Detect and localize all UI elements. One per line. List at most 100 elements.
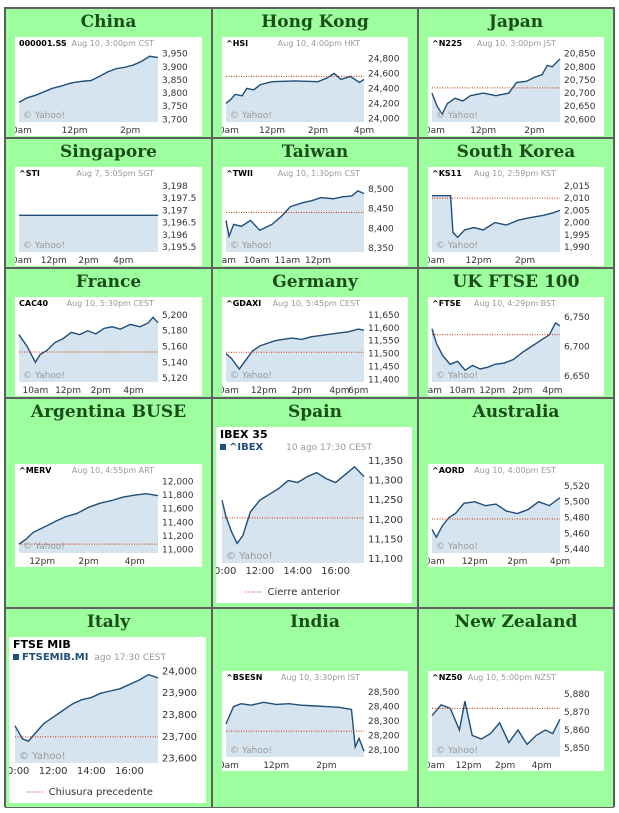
chart-australia[interactable]: ^AORD Aug 10, 4:00pm EST © Yahoo! 5,520 5,50… xyxy=(428,464,604,567)
y-tick-label: 5,120 xyxy=(162,374,188,384)
panel-taiwan[interactable]: Taiwan ^TWII Aug 10, 1:30pm CST © Yahoo! 8,5… xyxy=(212,138,418,268)
panel-germany[interactable]: Germany ^GDAXI Aug 10, 5:45pm CEST © Yahoo!… xyxy=(212,268,418,398)
x-tick-label: 2pm xyxy=(512,386,532,396)
x-tick-label: 10:00 xyxy=(216,566,236,577)
chart-germany[interactable]: ^GDAXI Aug 10, 5:45pm CEST © Yahoo! 11,650 1… xyxy=(222,297,408,396)
watermark: © Yahoo! xyxy=(230,371,272,381)
panel-japan[interactable]: Japan ^N225 Aug 10, 3:00pm JST © Yahoo! 20,8… xyxy=(418,8,614,138)
x-tick-label: 16:00 xyxy=(115,766,144,777)
panel-china[interactable]: China 000001.SS Aug 10, 3:00pm CST © Yahoo!… xyxy=(5,8,212,138)
panel-title: Singapore xyxy=(60,142,157,162)
ticker: ^FTSE xyxy=(432,299,461,308)
y-tick-label: 6,650 xyxy=(564,372,590,382)
chart-singapore[interactable]: ^STI Aug 7, 5:05pm SGT © Yahoo! 3,198 3,197.… xyxy=(15,167,202,266)
ticker: ^BSESN xyxy=(226,673,262,682)
panel-newzealand[interactable]: New Zealand ^NZ50 Aug 10, 5:00pm NZST © Yah… xyxy=(418,608,614,808)
y-tick-label: 5,140 xyxy=(162,358,188,368)
y-tick-label: 5,880 xyxy=(564,690,590,700)
chart-newzealand[interactable]: ^NZ50 Aug 10, 5:00pm NZST © Yahoo! 5,880 5,8… xyxy=(428,671,604,771)
panel-southkorea[interactable]: South Korea ^KS11 Aug 10, 2:59pm KST © Yaho… xyxy=(418,138,614,268)
chart-argentina[interactable]: ^MERV Aug 10, 4:55pm ART © Yahoo! 12,000 11,… xyxy=(15,464,202,567)
ticker: ^NZ50 xyxy=(432,673,463,682)
panel-uk[interactable]: UK FTSE 100 ^FTSE Aug 10, 4:29pm BST © Yaho… xyxy=(418,268,614,398)
x-tick-label: 14:00 xyxy=(283,566,312,577)
timestamp: Aug 10, 5:30pm CEST xyxy=(67,299,155,308)
panel-argentina[interactable]: Argentina BUSE ^MERV Aug 10, 4:55pm ART © Y… xyxy=(5,398,212,608)
chart-spain[interactable]: IBEX 35 ^IBEX 10 ago 17:30 CEST © Yahoo! 11,… xyxy=(216,427,412,603)
y-tick-label: 2,015 xyxy=(564,182,590,192)
y-tick-label: 3,850 xyxy=(162,76,188,86)
watermark: © Yahoo! xyxy=(23,241,65,251)
series-line xyxy=(225,72,365,104)
timestamp: Aug 10, 1:30pm CST xyxy=(278,169,360,178)
area-fill xyxy=(432,701,560,757)
x-tick-label: 2pm xyxy=(78,557,98,567)
y-tick-label: 24,400 xyxy=(368,84,400,94)
timestamp: Aug 10, 5:00pm NZST xyxy=(468,673,556,682)
x-tick-label: 4pm xyxy=(550,557,570,567)
chart-hongkong[interactable]: ^HSI Aug 10, 4:00pm HKT © Yahoo! 24,800 24,6… xyxy=(222,37,408,136)
chart-italy[interactable]: FTSE MIB FTSEMIB.MI ago 17:30 CEST © Yahoo!… xyxy=(9,637,206,803)
panel-title: China xyxy=(80,12,137,32)
y-tick-label: 11,600 xyxy=(162,505,194,515)
series-line xyxy=(431,321,561,372)
chart-svg: ^N225 Aug 10, 3:00pm JST © Yahoo! 20,850 20,… xyxy=(428,39,596,136)
x-tick-label: 2pm xyxy=(308,126,328,136)
chart-china[interactable]: 000001.SS Aug 10, 3:00pm CST © Yahoo! 3,950… xyxy=(15,37,202,136)
chart-india[interactable]: ^BSESN Aug 10, 3:30pm IST © Yahoo! 28,500 28… xyxy=(222,671,408,771)
timestamp: Aug 10, 5:45pm CEST xyxy=(273,299,361,308)
x-tick-label: 2pm xyxy=(515,256,535,266)
panel-spain[interactable]: Spain IBEX 35 ^IBEX 10 ago 17:30 CEST © Yaho… xyxy=(212,398,418,608)
watermark: © Yahoo! xyxy=(436,371,478,381)
chart-taiwan[interactable]: ^TWII Aug 10, 1:30pm CST © Yahoo! 8,500 8,45… xyxy=(222,167,408,266)
panel-india[interactable]: India ^BSESN Aug 10, 3:30pm IST © Yahoo! 28,… xyxy=(212,608,418,808)
chart-japan[interactable]: ^N225 Aug 10, 3:00pm JST © Yahoo! 20,850 20,… xyxy=(428,37,604,136)
area-fill xyxy=(432,195,560,252)
y-tick-label: 3,750 xyxy=(162,102,188,112)
y-tick-label: 5,160 xyxy=(162,343,188,353)
ticker: ^GDAXI xyxy=(226,299,261,308)
x-tick-label: 6pm xyxy=(348,386,368,396)
chart-svg: ^MERV Aug 10, 4:55pm ART © Yahoo! 12,000 11,… xyxy=(18,466,194,567)
x-tick-label: 12pm xyxy=(305,256,331,266)
ticker: ^HSI xyxy=(226,39,248,48)
x-tick-label: 10am xyxy=(428,256,445,266)
x-tick-label: 12pm xyxy=(55,386,81,396)
y-tick-label: 23,600 xyxy=(162,754,197,765)
panel-title: Hong Kong xyxy=(261,12,369,32)
panel-title: Argentina BUSE xyxy=(30,402,187,422)
y-tick-label: 20,600 xyxy=(564,115,596,125)
y-tick-label: 11,450 xyxy=(368,363,400,373)
x-tick-label: 10am xyxy=(428,761,445,771)
area-fill xyxy=(19,215,158,252)
panel-title: Italy xyxy=(86,612,131,632)
y-tick-label: 11,350 xyxy=(368,456,403,467)
ticker: 000001.SS xyxy=(19,39,67,48)
x-tick-label: 2pm xyxy=(120,126,140,136)
panel-italy[interactable]: Italy FTSE MIB FTSEMIB.MI ago 17:30 CEST © Y… xyxy=(5,608,212,808)
x-tick-label: 10am xyxy=(244,256,270,266)
x-tick-label: 12pm xyxy=(263,761,289,771)
y-tick-label: 5,480 xyxy=(564,513,590,523)
panel-singapore[interactable]: Singapore ^STI Aug 7, 5:05pm SGT © Yahoo! 3,… xyxy=(5,138,212,268)
x-tick-label: 12pm xyxy=(62,126,88,136)
y-tick-label: 11,400 xyxy=(162,518,194,528)
series-line xyxy=(18,55,159,103)
chart-france[interactable]: CAC40 Aug 10, 5:30pm CEST © Yahoo! 5,200 5,1… xyxy=(15,297,202,396)
chart-southkorea[interactable]: ^KS11 Aug 10, 2:59pm KST © Yahoo! 2,015 2,01… xyxy=(428,167,604,266)
y-tick-label: 3,198 xyxy=(162,182,188,192)
x-tick-label: 10am xyxy=(22,386,48,396)
panel-hongkong[interactable]: Hong Kong ^HSI Aug 10, 4:00pm HKT © Yahoo! 2… xyxy=(212,8,418,138)
watermark: © Yahoo! xyxy=(226,551,273,562)
panel-australia[interactable]: Australia ^AORD Aug 10, 4:00pm EST © Yahoo!… xyxy=(418,398,614,608)
x-tick-label: 4pm xyxy=(354,126,374,136)
x-tick-label: 12pm xyxy=(41,256,67,266)
panel-france[interactable]: France CAC40 Aug 10, 5:30pm CEST © Yahoo! 5,… xyxy=(5,268,212,398)
chart-uk[interactable]: ^FTSE Aug 10, 4:29pm BST © Yahoo! 6,750 6,70… xyxy=(428,297,604,396)
y-tick-label: 11,400 xyxy=(368,375,400,385)
y-tick-label: 1,995 xyxy=(564,231,590,241)
y-tick-label: 3,800 xyxy=(162,89,188,99)
series-line xyxy=(14,673,159,743)
y-tick-label: 28,100 xyxy=(368,746,400,756)
ticker: ^MERV xyxy=(19,466,52,475)
